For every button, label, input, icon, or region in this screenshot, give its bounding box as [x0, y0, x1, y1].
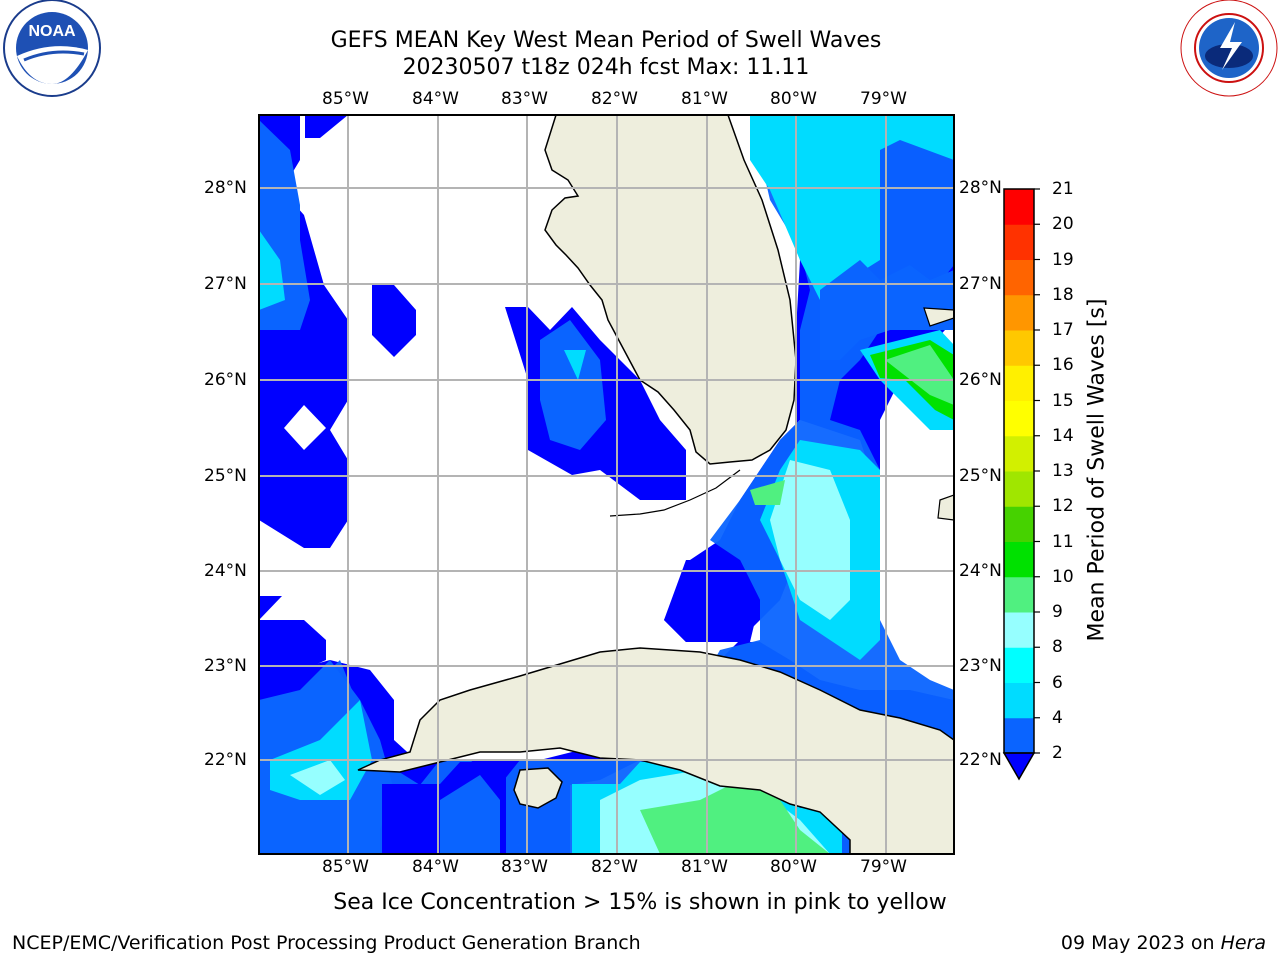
lat-label-left: 25°N	[204, 466, 247, 486]
footer-date-text: 09 May 2023 on	[1060, 932, 1221, 954]
colorbar-level-label: 4	[1052, 707, 1063, 728]
lat-label-right: 27°N	[959, 274, 1002, 294]
lat-label-left: 26°N	[204, 370, 247, 390]
lon-label-top: 82°W	[591, 89, 638, 109]
colorbar-level-label: 2	[1052, 743, 1063, 763]
colorbar-segment	[1004, 647, 1034, 683]
colorbar-level-label: 21	[1052, 179, 1074, 199]
land-florida	[544, 115, 797, 465]
colorbar-segment	[1004, 365, 1034, 401]
land-bahamas	[923, 307, 954, 521]
lon-label-bottom: 84°W	[412, 857, 459, 877]
map-subtitle: 20230507 t18z 024h fcst Max: 11.11	[402, 55, 810, 80]
colorbar-title-text: Mean Period of Swell Waves [s]	[1084, 298, 1110, 642]
lon-label-top: 79°W	[860, 89, 907, 109]
lat-label-left: 27°N	[204, 274, 247, 294]
colorbar-segment	[1004, 506, 1034, 542]
colorbar-extend-min	[1002, 752, 1036, 781]
national-weather-service-logo	[1180, 0, 1278, 97]
colorbar-segment	[1004, 224, 1034, 260]
colorbar-level-label: 12	[1052, 496, 1074, 517]
colorbar-level-label: 17	[1052, 320, 1074, 340]
lat-label-right: 22°N	[959, 750, 1002, 770]
colorbar	[1002, 188, 1040, 781]
colorbar-level-label: 11	[1052, 531, 1074, 552]
colorbar-segment	[1004, 471, 1034, 507]
lat-label-left: 28°N	[204, 178, 247, 198]
lon-label-bottom: 83°W	[501, 857, 548, 877]
map-frame	[258, 114, 955, 855]
colorbar-segment	[1004, 682, 1034, 719]
lat-label-right: 26°N	[959, 370, 1002, 390]
colorbar-level-label: 16	[1052, 355, 1074, 376]
lat-label-right: 25°N	[959, 466, 1002, 486]
noaa-logo-text: NOAA	[28, 23, 76, 40]
footer-date: 09 May 2023 on Hera	[1061, 932, 1266, 954]
lon-label-top: 84°W	[412, 89, 459, 109]
lon-label-bottom: 80°W	[770, 857, 817, 877]
colorbar-level-label: 20	[1052, 214, 1074, 235]
colorbar-level-label: 6	[1052, 672, 1063, 693]
colorbar-level-label: 9	[1052, 602, 1063, 622]
colorbar-segment	[1004, 717, 1034, 754]
lat-label-right: 28°N	[959, 178, 1002, 198]
colorbar-segment	[1004, 189, 1034, 225]
lon-label-top: 80°W	[770, 89, 817, 109]
colorbar-segment	[1004, 612, 1034, 648]
lon-label-top: 83°W	[501, 89, 548, 109]
lat-label-right: 24°N	[959, 561, 1002, 581]
florida-keys	[609, 469, 741, 517]
colorbar-level-label: 14	[1052, 425, 1074, 446]
colorbar-level-label: 8	[1052, 637, 1063, 658]
swell-contours	[259, 115, 954, 854]
map-title: GEFS MEAN Key West Mean Period of Swell …	[330, 28, 882, 53]
colorbar-level-label: 15	[1052, 390, 1074, 411]
colorbar-segment	[1004, 330, 1034, 366]
noaa-logo: NOAA	[3, 0, 101, 97]
lon-label-top: 85°W	[322, 89, 369, 109]
lon-label-bottom: 79°W	[860, 857, 907, 877]
footer-branch: NCEP/EMC/Verification Post Processing Pr…	[12, 932, 641, 954]
colorbar-segment	[1004, 576, 1034, 613]
lat-label-left: 22°N	[204, 750, 247, 770]
lon-label-bottom: 81°W	[681, 857, 728, 877]
lat-label-right: 23°N	[959, 656, 1002, 676]
colorbar-segment	[1004, 294, 1034, 331]
footer-machine: Hera	[1220, 932, 1266, 954]
lon-label-top: 81°W	[681, 89, 728, 109]
land-cuba	[357, 647, 954, 854]
colorbar-segment	[1004, 541, 1034, 578]
colorbar-level-label: 19	[1052, 249, 1074, 270]
map-area	[259, 115, 954, 854]
colorbar-level-label: 13	[1052, 461, 1074, 481]
colorbar-segment	[1004, 435, 1034, 472]
sea-ice-caption: Sea Ice Concentration > 15% is shown in …	[333, 890, 947, 915]
colorbar-segment	[1004, 400, 1034, 437]
lat-label-left: 24°N	[204, 561, 247, 581]
lat-label-left: 23°N	[204, 656, 247, 676]
colorbar-level-label: 10	[1052, 566, 1074, 587]
colorbar-segment	[1004, 259, 1034, 296]
graticule	[259, 115, 954, 854]
lon-label-bottom: 85°W	[322, 857, 369, 877]
colorbar-level-label: 18	[1052, 284, 1074, 305]
lon-label-bottom: 82°W	[591, 857, 638, 877]
